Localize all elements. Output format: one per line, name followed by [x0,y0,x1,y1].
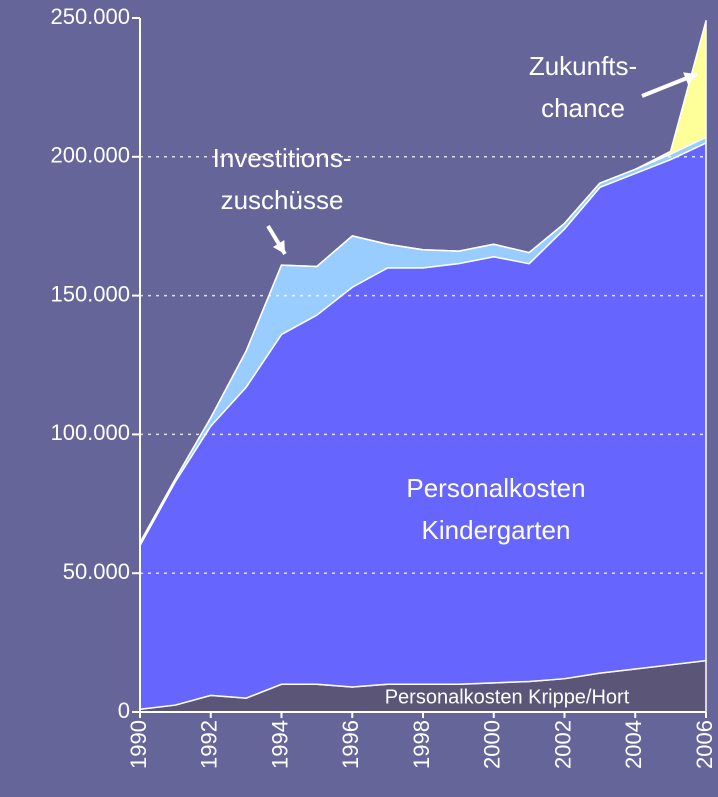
x-tick-label: 2006 [692,720,717,769]
series-label: Investitions-zuschüsse [213,143,352,215]
arrow-head [683,72,697,85]
x-tick-label: 1996 [338,720,363,769]
series-label: Zukunfts-chance [529,51,637,123]
series-label: Personalkosten Kindergarten [406,473,585,545]
x-tick-label: 2000 [480,720,505,769]
y-tick-label: 50.000 [63,559,130,584]
x-tick-label: 1992 [197,720,222,769]
area [139,20,707,544]
arrow-head [272,240,285,254]
y-tick-label: 200.000 [50,143,130,168]
x-tick-label: 2002 [550,720,575,769]
y-tick-label: 250.000 [50,4,130,29]
y-tick-label: 150.000 [50,281,130,306]
x-tick-label: 2004 [621,720,646,769]
x-tick-label: 1994 [267,720,292,769]
x-tick-label: 1990 [126,720,151,769]
y-tick-label: 0 [118,698,130,723]
x-tick-label: 1998 [409,720,434,769]
series-label: Personalkosten Krippe/Hort [385,686,630,708]
y-tick-label: 100.000 [50,420,130,445]
